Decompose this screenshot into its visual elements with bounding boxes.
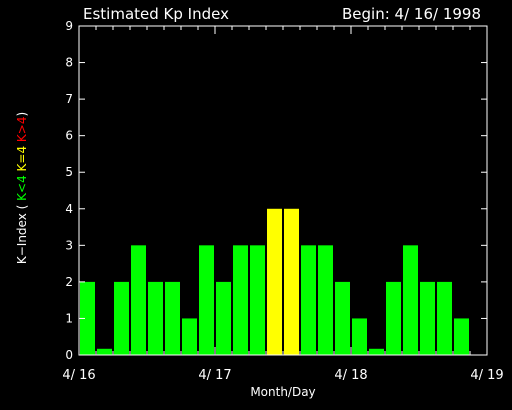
kp-bar (148, 281, 163, 355)
y-tick-label: 4 (65, 202, 73, 216)
y-axis-label: K−Index ( K<4 K=4 K>4) (15, 112, 29, 264)
chart-subtitle: Begin: 4/ 16/ 1998 (342, 5, 481, 23)
kp-bar (80, 281, 95, 355)
y-tick-label: 8 (65, 56, 73, 70)
kp-bar (199, 245, 214, 355)
kp-bar (165, 281, 180, 355)
x-axis-label: Month/Day (250, 385, 315, 399)
kp-bar (454, 318, 469, 355)
kp-bar (267, 208, 282, 355)
y-axis-label-part: ) (15, 112, 29, 117)
kp-bar (352, 318, 367, 355)
kp-bar (182, 318, 197, 355)
kp-bar (386, 281, 401, 355)
axes-group: 0 1 2 3 4 5 6 7 8 9 4/ 16 4/ 17 4/ 18 4/ 19 (62, 19, 503, 383)
kp-bar (250, 245, 265, 355)
x-tick-label: 4/ 18 (334, 368, 367, 383)
kp-bar (318, 245, 333, 355)
y-tick-label: 0 (65, 348, 73, 362)
kp-bar (131, 245, 146, 355)
y-axis-label-part: K−Index ( (15, 205, 29, 264)
kp-bar (284, 208, 299, 355)
x-tick-label: 4/ 16 (62, 368, 95, 383)
kp-bar (216, 281, 231, 355)
bars-group (80, 208, 469, 355)
kp-bar (369, 348, 384, 355)
kp-bar (301, 245, 316, 355)
kp-bar (335, 281, 350, 355)
kp-bar (403, 245, 418, 355)
y-tick-label: 7 (65, 92, 73, 106)
y-tick-label: 1 (65, 311, 73, 325)
y-tick-label: 2 (65, 275, 73, 289)
kp-bar (114, 281, 129, 355)
y-tick-label: 5 (65, 165, 73, 179)
x-tick-label: 4/ 19 (470, 368, 503, 383)
kp-bar (97, 348, 112, 355)
y-tick-label: 9 (65, 19, 73, 33)
kp-bar (233, 245, 248, 355)
chart-title: Estimated Kp Index (83, 5, 229, 23)
y-axis-label-part: K>4 (15, 117, 29, 146)
y-tick-label: 3 (65, 238, 73, 252)
x-tick-label: 4/ 17 (198, 368, 231, 383)
y-axis-label-part: K=4 (15, 146, 29, 175)
y-tick-label: 6 (65, 129, 73, 143)
y-axis-label-part: K<4 (15, 175, 29, 204)
kp-bar (420, 281, 435, 355)
kp-bar (437, 281, 452, 355)
